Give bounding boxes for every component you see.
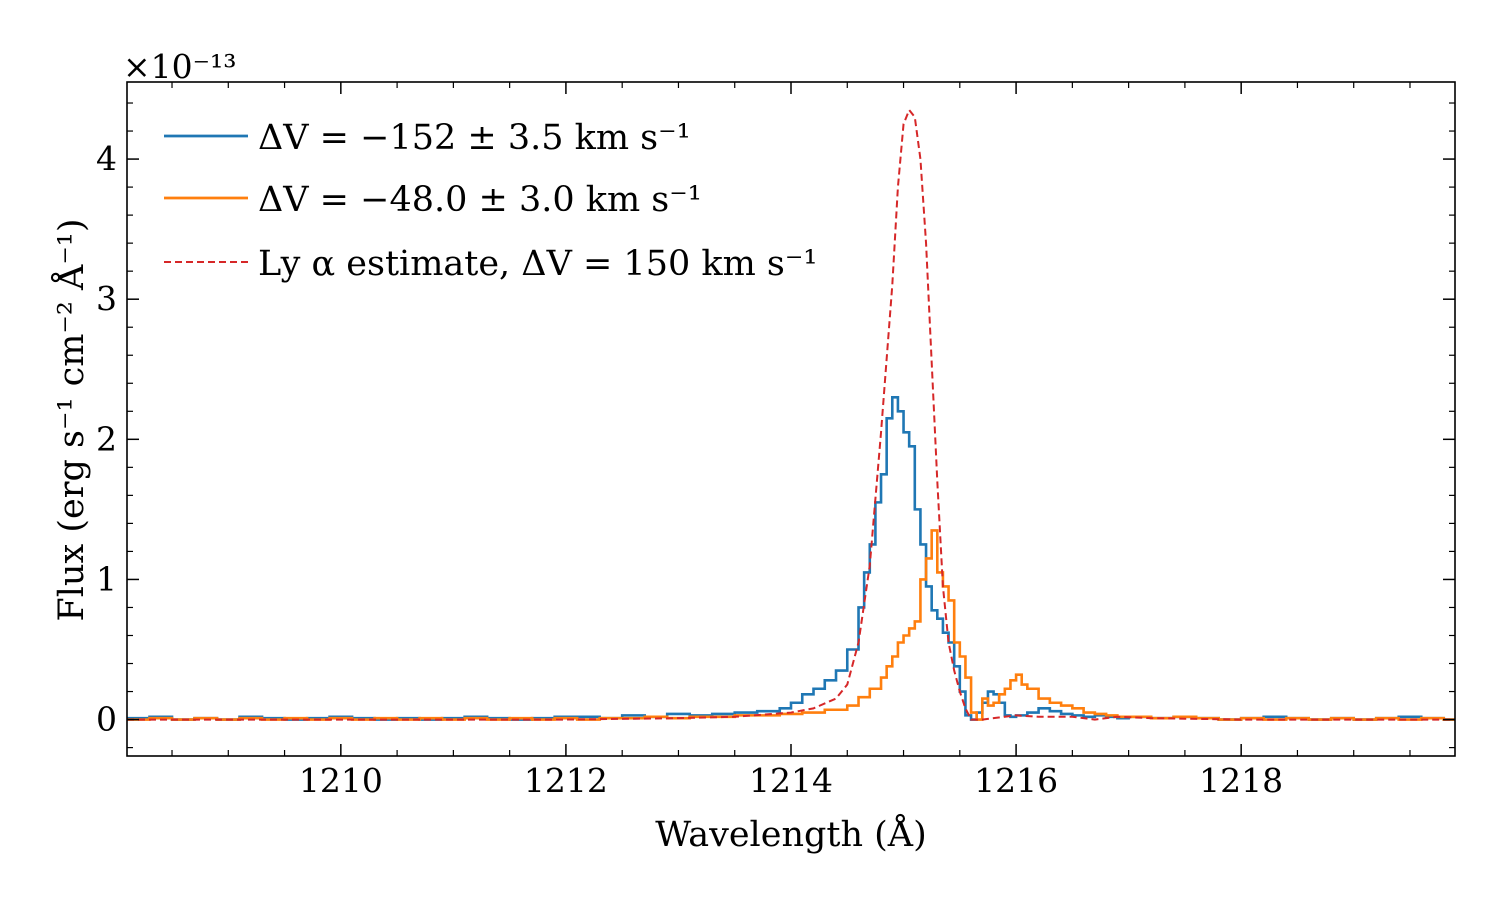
- tick-layer: 1210 1212 1214 1216 1218 0 1 2 3 4: [96, 82, 1455, 800]
- legend-label-red: Ly α estimate, ΔV = 150 km s⁻¹: [258, 244, 817, 284]
- y-tick-label: 1: [96, 559, 117, 598]
- y-tick-label: 4: [96, 139, 117, 178]
- legend: ΔV = −152 ± 3.5 km s⁻¹ ΔV = −48.0 ± 3.0 …: [164, 118, 817, 284]
- x-tick-label: 1210: [299, 761, 383, 800]
- plot-frame: [126, 81, 1456, 757]
- y-tick-label: 3: [96, 279, 117, 318]
- series-red-dashed: [127, 108, 1455, 721]
- x-tick-label: 1214: [749, 761, 833, 800]
- x-tick-label: 1216: [974, 761, 1058, 800]
- legend-label-blue: ΔV = −152 ± 3.5 km s⁻¹: [258, 118, 691, 158]
- x-axis-label: Wavelength (Å): [655, 812, 926, 855]
- legend-label-orange: ΔV = −48.0 ± 3.0 km s⁻¹: [258, 180, 702, 220]
- y-scale-label: ×10⁻¹³: [123, 47, 237, 86]
- data-layer: [127, 108, 1455, 721]
- y-tick-label: 0: [96, 700, 117, 739]
- y-axis-label: Flux (erg s⁻¹ cm⁻² Å⁻¹): [49, 219, 92, 622]
- y-tick-label: 2: [96, 419, 117, 458]
- x-tick-label: 1218: [1199, 761, 1283, 800]
- x-tick-label: 1212: [524, 761, 608, 800]
